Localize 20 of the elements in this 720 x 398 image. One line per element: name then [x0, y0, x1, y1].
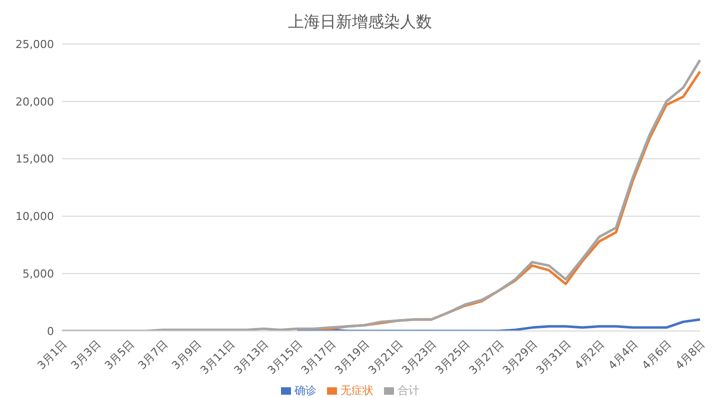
y-tick-label: 5,000	[22, 268, 54, 281]
x-tick-label: 4月2日	[572, 337, 607, 372]
y-tick-label: 20,000	[16, 95, 54, 108]
x-tick-label: 4月6日	[639, 337, 674, 372]
legend-label: 合计	[398, 384, 420, 397]
line-series	[60, 58, 702, 331]
x-tick-label: 3月5日	[102, 337, 137, 372]
y-tick-label: 15,000	[16, 152, 54, 166]
legend-label: 无症状	[340, 384, 374, 397]
x-tick-label: 4月4日	[606, 337, 640, 372]
line-series	[296, 318, 702, 331]
x-tick-label: 3月1日	[34, 337, 70, 372]
x-tick-label: 3月3日	[68, 337, 104, 372]
x-tick-label: 3月7日	[136, 337, 170, 372]
legend-label: 确诊	[294, 384, 316, 397]
y-tick-label: 25,000	[16, 38, 54, 51]
y-tick-label: 0	[47, 324, 54, 338]
chart-title: 上海日新增感染人数	[288, 12, 432, 31]
y-tick-label: 10,000	[16, 210, 54, 224]
x-tick-label: 4月8日	[672, 337, 708, 372]
